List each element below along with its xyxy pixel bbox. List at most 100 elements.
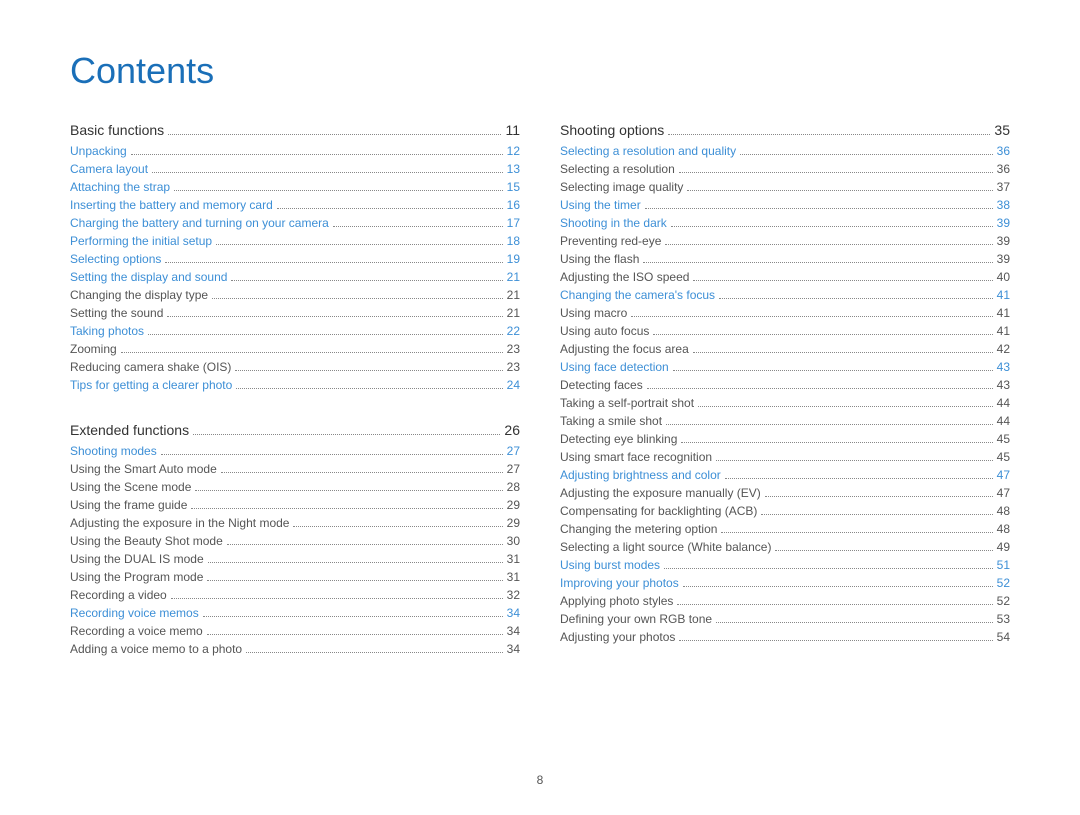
toc-section: Basic functions 11 Unpacking12 Camera layou… — [70, 122, 520, 392]
toc-dots — [761, 504, 992, 515]
toc-dots — [665, 234, 992, 245]
toc-dots — [671, 216, 993, 227]
toc-sub-row[interactable]: Detecting eye blinking45 — [560, 432, 1010, 446]
toc-item-label: Setting the display and sound — [70, 270, 227, 284]
page-title: Contents — [70, 50, 1010, 92]
toc-sub-row[interactable]: Using the frame guide29 — [70, 498, 520, 512]
toc-sub-row[interactable]: Using auto focus41 — [560, 324, 1010, 338]
toc-item-page: 49 — [997, 540, 1010, 554]
toc-item-label: Zooming — [70, 342, 117, 356]
toc-item-label: Using the Scene mode — [70, 480, 191, 494]
toc-sub-row[interactable]: Using smart face recognition45 — [560, 450, 1010, 464]
toc-link-row[interactable]: Charging the battery and turning on your… — [70, 216, 520, 230]
toc-sub-row[interactable]: Adjusting the exposure manually (EV)47 — [560, 486, 1010, 500]
toc-sub-row[interactable]: Recording a video32 — [70, 588, 520, 602]
toc-dots — [167, 306, 502, 317]
toc-sub-row[interactable]: Detecting faces43 — [560, 378, 1010, 392]
toc-link-row[interactable]: Selecting a resolution and quality36 — [560, 144, 1010, 158]
toc-link-row[interactable]: Shooting modes27 — [70, 444, 520, 458]
toc-dots — [698, 396, 993, 407]
toc-sub-row[interactable]: Compensating for backlighting (ACB)48 — [560, 504, 1010, 518]
toc-link-row[interactable]: Unpacking12 — [70, 144, 520, 158]
toc-dots — [195, 480, 502, 491]
toc-sub-row[interactable]: Adjusting the focus area42 — [560, 342, 1010, 356]
toc-link-row[interactable]: Improving your photos52 — [560, 576, 1010, 590]
toc-item-label: Taking a self-portrait shot — [560, 396, 694, 410]
toc-link-row[interactable]: Selecting options19 — [70, 252, 520, 266]
toc-item-label: Recording a voice memo — [70, 624, 203, 638]
toc-item-label: Improving your photos — [560, 576, 679, 590]
toc-dots — [647, 378, 993, 389]
toc-item-label: Using the flash — [560, 252, 639, 266]
toc-item-label: Changing the metering option — [560, 522, 717, 536]
toc-dots — [666, 414, 993, 425]
toc-link-row[interactable]: Taking photos22 — [70, 324, 520, 338]
toc-item-label: Adjusting your photos — [560, 630, 675, 644]
toc-link-row[interactable]: Recording voice memos34 — [70, 606, 520, 620]
toc-sub-row[interactable]: Changing the metering option48 — [560, 522, 1010, 536]
toc-dots — [664, 558, 993, 569]
toc-dots — [293, 516, 502, 527]
toc-sub-row[interactable]: Defining your own RGB tone53 — [560, 612, 1010, 626]
toc-item-label: Taking a smile shot — [560, 414, 662, 428]
toc-heading-page: 26 — [504, 422, 520, 438]
toc-sub-row[interactable]: Using the flash39 — [560, 252, 1010, 266]
toc-item-label: Detecting eye blinking — [560, 432, 677, 446]
toc-dots — [171, 588, 503, 599]
toc-sub-row[interactable]: Adding a voice memo to a photo34 — [70, 642, 520, 656]
toc-link-row[interactable]: Adjusting brightness and color47 — [560, 468, 1010, 482]
toc-item-label: Shooting modes — [70, 444, 157, 458]
toc-sub-row[interactable]: Setting the sound21 — [70, 306, 520, 320]
toc-link-row[interactable]: Tips for getting a clearer photo24 — [70, 378, 520, 392]
toc-link-row[interactable]: Camera layout13 — [70, 162, 520, 176]
toc-link-row[interactable]: Using burst modes51 — [560, 558, 1010, 572]
toc-section-heading[interactable]: Basic functions 11 — [70, 122, 520, 138]
toc-sub-row[interactable]: Changing the display type21 — [70, 288, 520, 302]
toc-sub-row[interactable]: Adjusting the ISO speed40 — [560, 270, 1010, 284]
toc-section-heading[interactable]: Shooting options35 — [560, 122, 1010, 138]
toc-dots — [191, 498, 502, 509]
toc-sub-row[interactable]: Applying photo styles52 — [560, 594, 1010, 608]
toc-dots — [687, 180, 992, 191]
toc-link-row[interactable]: Using face detection43 — [560, 360, 1010, 374]
toc-heading-page: 11 — [505, 122, 520, 138]
toc-dots — [679, 162, 993, 173]
toc-sub-row[interactable]: Preventing red-eye39 — [560, 234, 1010, 248]
toc-heading-label: Basic functions — [70, 122, 164, 138]
toc-sub-row[interactable]: Using the Beauty Shot mode30 — [70, 534, 520, 548]
toc-sub-row[interactable]: Selecting a resolution36 — [560, 162, 1010, 176]
toc-link-row[interactable]: Performing the initial setup18 — [70, 234, 520, 248]
toc-item-page: 42 — [997, 342, 1010, 356]
toc-sub-row[interactable]: Adjusting the exposure in the Night mode… — [70, 516, 520, 530]
toc-link-row[interactable]: Using the timer38 — [560, 198, 1010, 212]
toc-sub-row[interactable]: Selecting a light source (White balance)… — [560, 540, 1010, 554]
toc-link-row[interactable]: Changing the camera's focus41 — [560, 288, 1010, 302]
toc-link-row[interactable]: Inserting the battery and memory card16 — [70, 198, 520, 212]
toc-sub-row[interactable]: Zooming23 — [70, 342, 520, 356]
toc-link-row[interactable]: Setting the display and sound 21 — [70, 270, 520, 284]
toc-sub-row[interactable]: Taking a smile shot44 — [560, 414, 1010, 428]
toc-sub-row[interactable]: Using the DUAL IS mode31 — [70, 552, 520, 566]
toc-sub-row[interactable]: Reducing camera shake (OIS)23 — [70, 360, 520, 374]
toc-sub-row[interactable]: Using the Scene mode28 — [70, 480, 520, 494]
toc-section-heading[interactable]: Extended functions26 — [70, 422, 520, 438]
toc-dots — [212, 288, 503, 299]
toc-link-row[interactable]: Shooting in the dark39 — [560, 216, 1010, 230]
toc-item-page: 13 — [507, 162, 520, 176]
toc-sub-row[interactable]: Using the Program mode31 — [70, 570, 520, 584]
toc-sub-row[interactable]: Using the Smart Auto mode27 — [70, 462, 520, 476]
toc-sub-row[interactable]: Using macro41 — [560, 306, 1010, 320]
toc-sub-row[interactable]: Taking a self-portrait shot44 — [560, 396, 1010, 410]
toc-sub-row[interactable]: Recording a voice memo34 — [70, 624, 520, 638]
toc-dots — [131, 144, 503, 155]
page-number: 8 — [537, 773, 544, 787]
toc-item-page: 21 — [507, 270, 520, 284]
toc-item-label: Setting the sound — [70, 306, 163, 320]
toc-dots — [693, 342, 993, 353]
toc-link-row[interactable]: Attaching the strap15 — [70, 180, 520, 194]
toc-sub-row[interactable]: Selecting image quality37 — [560, 180, 1010, 194]
toc-item-label: Selecting a light source (White balance) — [560, 540, 771, 554]
toc-left-column: Basic functions 11 Unpacking12 Camera layou… — [70, 122, 520, 686]
toc-item-label: Adjusting the exposure manually (EV) — [560, 486, 761, 500]
toc-sub-row[interactable]: Adjusting your photos54 — [560, 630, 1010, 644]
